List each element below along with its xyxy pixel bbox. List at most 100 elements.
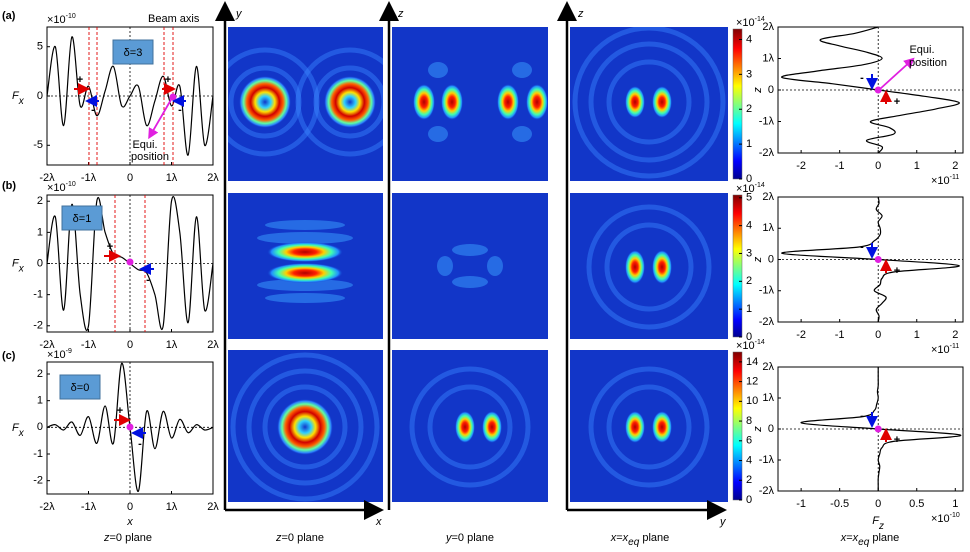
y-tick-label: -1 — [33, 448, 43, 460]
equi-arrow — [879, 57, 915, 90]
y-tick-label: 0 — [768, 423, 774, 435]
x-tick-label: 2λ — [207, 172, 219, 184]
field-ring — [572, 27, 726, 179]
y-tick-label: -2 — [33, 320, 43, 332]
colorbar-tick-label: 3 — [746, 247, 752, 259]
axis-letter: z — [577, 8, 584, 20]
axis-letter: y — [719, 516, 727, 528]
equilibrium-point — [874, 425, 882, 433]
field-map — [392, 193, 548, 339]
exponent-base: ×10 — [931, 175, 950, 187]
colorbar-tick-label: 8 — [746, 415, 752, 427]
field-lobe — [526, 84, 548, 120]
field-ring — [295, 47, 383, 157]
colorbar-tick-label: 3 — [746, 68, 752, 80]
equilibrium-point — [126, 423, 134, 431]
y-tick-label: -2λ — [759, 316, 775, 328]
exponent-base: ×10 — [736, 340, 755, 352]
y-tick-label: 1λ — [762, 392, 774, 404]
force-sign: - — [178, 104, 182, 116]
force-sign: - — [138, 438, 142, 450]
map-bg — [570, 350, 728, 502]
caption-var: z — [275, 532, 282, 544]
x-tick-label: -2 — [796, 160, 806, 172]
field-fringe — [257, 279, 353, 291]
x-tick-label: -2λ — [39, 501, 55, 513]
map-content — [409, 366, 531, 488]
caption-rest: =0 plane — [281, 532, 324, 544]
panel-caption: x=xeq plane — [610, 532, 670, 548]
y-tick-label: 2λ — [762, 191, 774, 203]
exponent-base: ×10 — [931, 344, 950, 356]
field-fringe — [512, 126, 532, 142]
force-sign: - — [146, 274, 150, 286]
x-tick-label: -1 — [835, 160, 845, 172]
colorbar-tick-label: 14 — [746, 356, 758, 368]
colorbar-tick-label: 2 — [746, 474, 752, 486]
exponent-label: ×10-10 — [47, 13, 76, 26]
caption-rest: =0 plane — [109, 532, 152, 544]
colorbar-tick-label: 4 — [746, 33, 752, 45]
x-tick-label: 1λ — [166, 501, 178, 513]
x-tick-label: 2 — [952, 160, 958, 172]
exponent-power: -14 — [755, 16, 765, 23]
field-ring — [262, 384, 348, 470]
force-curve — [46, 36, 214, 156]
field-fringe — [512, 62, 532, 78]
map-bg — [392, 193, 548, 339]
colorbar-tick-label: 4 — [746, 454, 752, 466]
map-bg — [570, 193, 728, 339]
x-axis-label-sub: z — [878, 521, 884, 532]
exponent-power: -11 — [950, 174, 960, 181]
y-tick-label: 1 — [37, 226, 43, 238]
field-map — [228, 193, 383, 339]
y-axis-label-sub: x — [18, 428, 25, 439]
caption-eq: = — [846, 532, 852, 544]
colorbar — [732, 351, 743, 501]
exponent-label: ×10-14 — [736, 182, 765, 195]
field-lobe — [625, 86, 645, 118]
y-tick-label: 1λ — [762, 222, 774, 234]
y-axis-label: Fx — [12, 422, 25, 439]
x-axis-label: Fz — [872, 515, 884, 532]
colorbar-tick-label: 2 — [746, 103, 752, 115]
x-tick-label: -1λ — [81, 501, 97, 513]
x-tick-label: 1 — [952, 498, 958, 510]
exponent-power: -10 — [66, 13, 76, 20]
x-tick-label: 0 — [875, 329, 881, 341]
field-map — [392, 27, 548, 181]
x-tick-label: 0 — [127, 172, 133, 184]
exponent-base: ×10 — [47, 182, 66, 194]
equi-label: position — [131, 151, 169, 163]
x-tick-label: 1λ — [166, 172, 178, 184]
delta-label: δ=1 — [73, 213, 92, 225]
field-lobe — [652, 250, 672, 284]
field-lobe — [267, 263, 343, 283]
field-fringe — [452, 276, 488, 288]
colorbar — [732, 194, 743, 338]
exponent-base: ×10 — [736, 183, 755, 195]
x-tick-label: 0 — [127, 339, 133, 351]
exponent-label: ×10-10 — [47, 181, 76, 194]
y-tick-label: 2 — [37, 368, 43, 380]
exponent-label: ×10-9 — [47, 348, 72, 361]
force-sign: + — [894, 265, 900, 277]
map-content — [413, 62, 548, 142]
exponent-base: ×10 — [47, 14, 66, 26]
exponent-label: ×10-14 — [736, 16, 765, 29]
field-ring — [409, 366, 531, 488]
caption-var: x — [840, 532, 847, 544]
equi-label: position — [909, 57, 947, 69]
colorbar-tick-label: 10 — [746, 395, 758, 407]
x-tick-label: 0 — [875, 160, 881, 172]
panel-caption: z=0 plane — [103, 532, 152, 544]
y-tick-label: 1λ — [762, 52, 774, 64]
y-tick-label: -1 — [33, 289, 43, 301]
field-ring — [228, 65, 302, 139]
caption-var: z — [103, 532, 110, 544]
field-ring — [228, 47, 320, 157]
field-ring — [246, 368, 364, 486]
equilibrium-point — [874, 256, 882, 263]
caption-rest: =0 plane — [451, 532, 494, 544]
